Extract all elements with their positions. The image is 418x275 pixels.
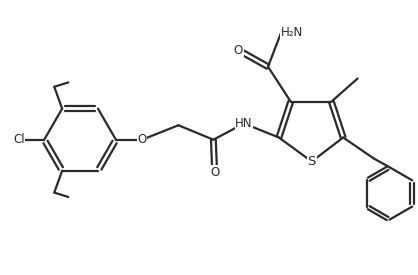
Text: O: O xyxy=(210,166,219,179)
Text: S: S xyxy=(308,155,316,168)
Text: O: O xyxy=(234,43,243,57)
Text: Cl: Cl xyxy=(13,133,25,146)
Text: H₂N: H₂N xyxy=(281,26,303,39)
Text: O: O xyxy=(138,133,147,146)
Text: HN: HN xyxy=(235,117,253,130)
